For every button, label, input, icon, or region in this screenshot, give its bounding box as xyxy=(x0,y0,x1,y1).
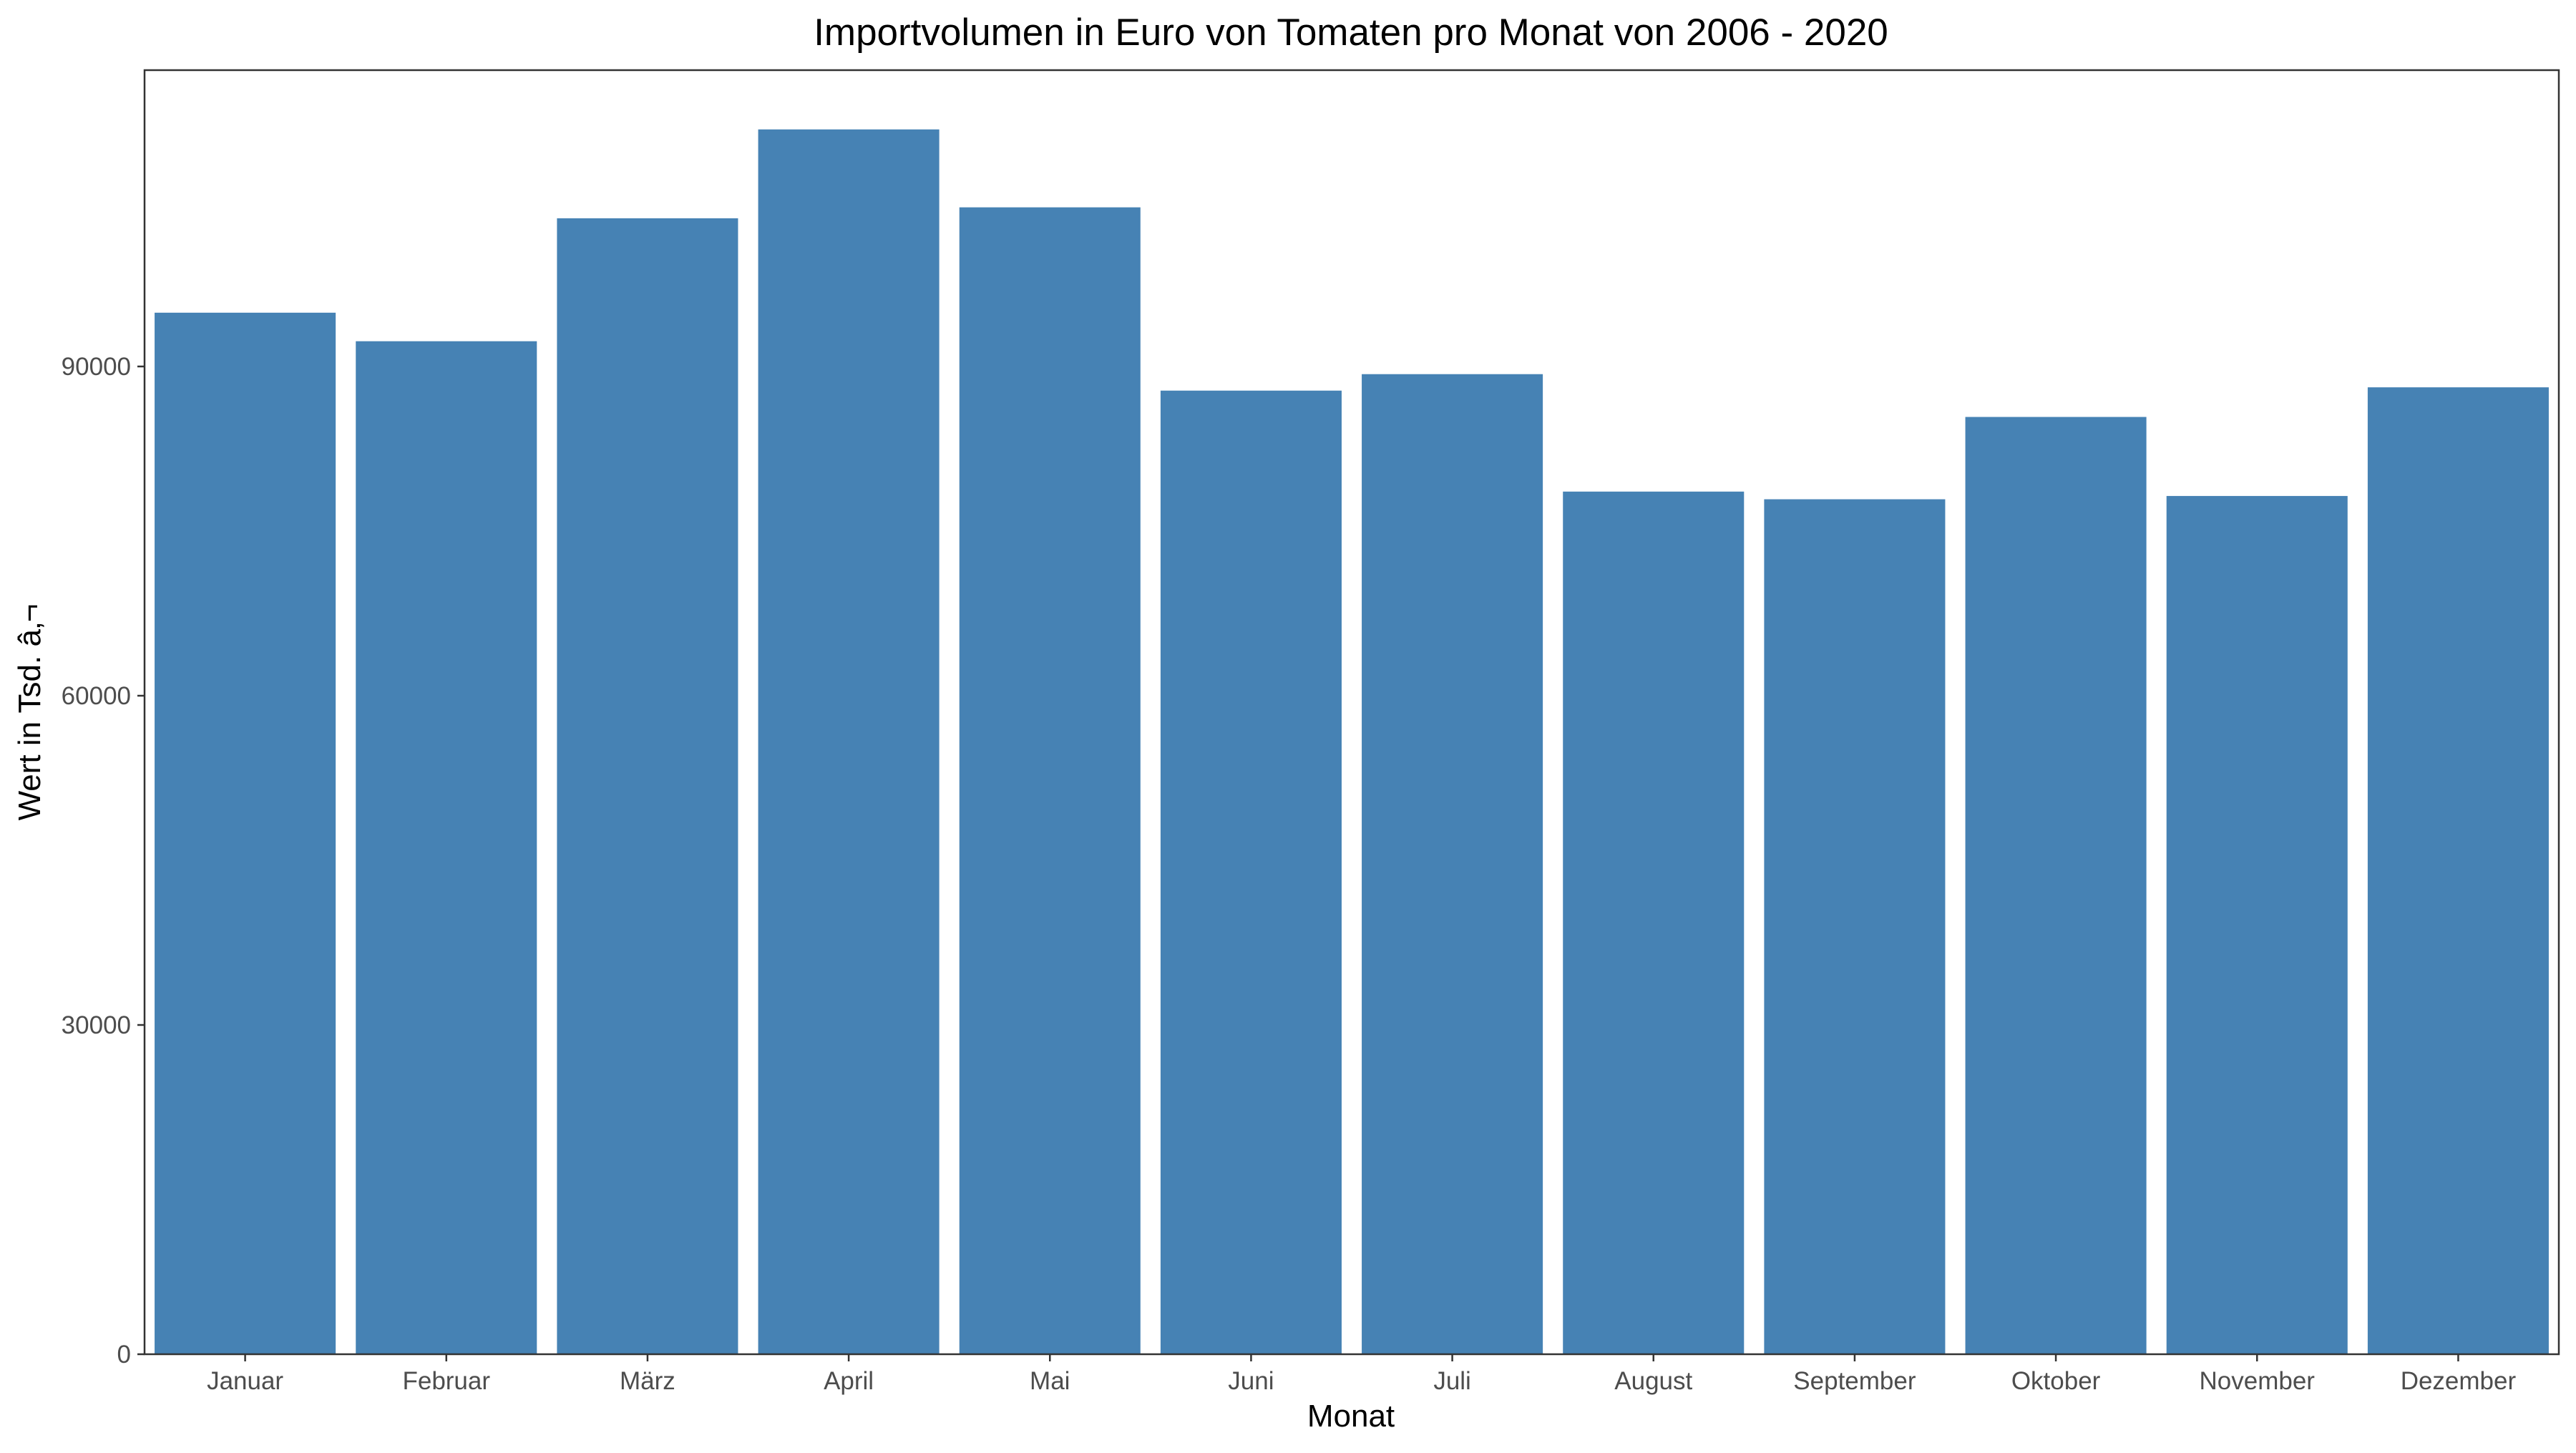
bar-mai xyxy=(959,207,1141,1355)
x-axis: Januar Februar März April Mai Juni Juli August S… xyxy=(207,1354,2516,1395)
y-tick-label: 60000 xyxy=(62,682,131,710)
x-tick-label: Juli xyxy=(1433,1367,1471,1395)
bar-februar xyxy=(356,341,537,1354)
bar-september xyxy=(1764,499,1946,1354)
bar-juli xyxy=(1362,374,1543,1354)
bar-januar xyxy=(155,312,336,1354)
x-tick-label: März xyxy=(620,1367,675,1395)
x-axis-label: Monat xyxy=(1307,1399,1395,1434)
bar-april xyxy=(758,129,940,1354)
chart-title: Importvolumen in Euro von Tomaten pro Mo… xyxy=(814,11,1888,54)
x-tick-label: September xyxy=(1793,1367,1916,1395)
bar-dezember xyxy=(2367,387,2549,1355)
bar-november xyxy=(2166,495,2348,1354)
x-tick-label: November xyxy=(2200,1367,2316,1395)
y-tick-label: 90000 xyxy=(62,353,131,381)
y-tick-label: 30000 xyxy=(62,1011,131,1039)
y-axis: 0 30000 60000 90000 xyxy=(62,353,145,1369)
x-tick-label: Januar xyxy=(207,1367,283,1395)
plot-panel-border xyxy=(143,69,2560,1356)
bar-oktober xyxy=(1965,417,2147,1354)
x-tick-label: August xyxy=(1614,1367,1692,1395)
x-tick-label: Juni xyxy=(1228,1367,1274,1395)
x-tick-label: Dezember xyxy=(2401,1367,2517,1395)
bar-august xyxy=(1563,491,1745,1354)
x-tick-label: Februar xyxy=(402,1367,490,1395)
y-tick-label: 0 xyxy=(117,1341,131,1369)
x-tick-label: Mai xyxy=(1030,1367,1070,1395)
bars-layer xyxy=(155,129,2549,1355)
bar-juni xyxy=(1160,390,1342,1354)
y-axis-label: Wert in Tsd. â‚¬ xyxy=(12,604,47,821)
x-tick-label: Oktober xyxy=(2011,1367,2101,1395)
x-tick-label: April xyxy=(824,1367,874,1395)
bar-märz xyxy=(557,218,738,1354)
